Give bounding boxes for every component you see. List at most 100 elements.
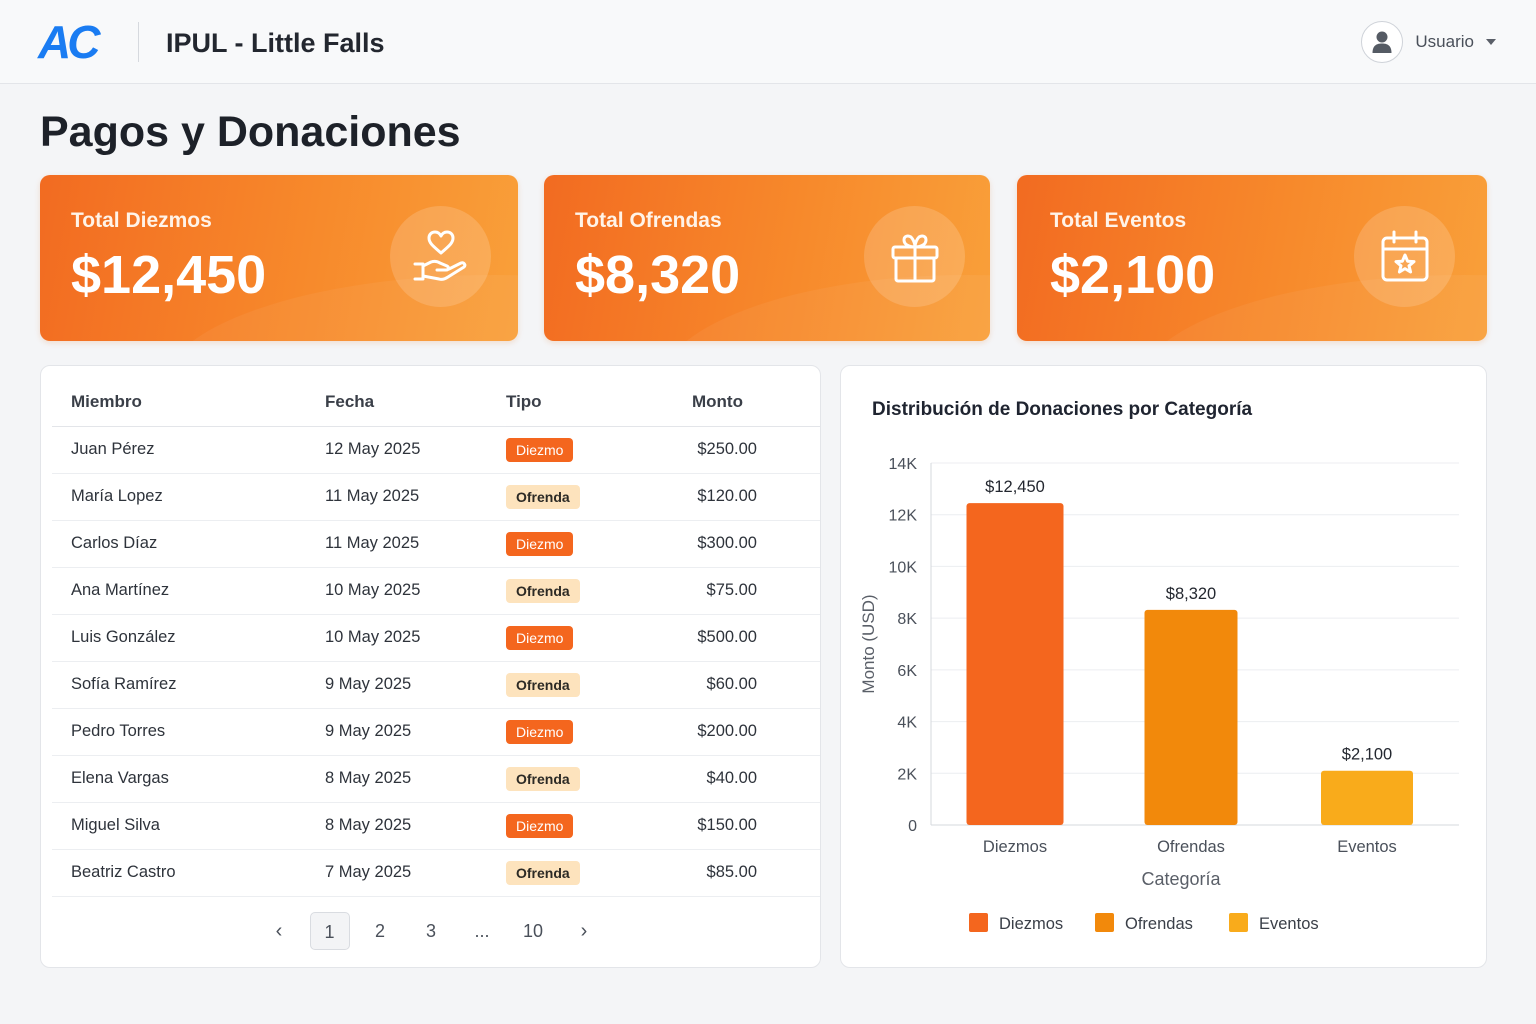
x-tick-label: Diezmos [983,838,1047,856]
type-cell: Ofrenda [506,849,667,897]
column-header-member[interactable]: Miembro [52,378,325,427]
stat-label: Total Ofrendas [575,209,722,232]
app-logo[interactable]: AC [38,16,100,68]
gift-icon [864,206,965,307]
donation-amount: $85.00 [667,849,820,897]
user-menu[interactable]: Usuario [1361,20,1496,64]
y-tick-label: 0 [908,818,917,835]
column-header-type[interactable]: Tipo [506,378,667,427]
table-row[interactable]: Beatriz Castro 7 May 2025 Ofrenda $85.00 [52,849,820,897]
type-badge: Ofrenda [506,766,580,791]
bar-ofrendas [1144,609,1238,825]
table-row[interactable]: María Lopez 11 May 2025 Ofrenda $120.00 [52,473,820,521]
member-name: Sofía Ramírez [52,661,325,709]
user-avatar-icon[interactable] [1361,21,1404,63]
table-row[interactable]: Sofía Ramírez 9 May 2025 Ofrenda $60.00 [52,661,820,709]
y-tick-label: 2K [897,766,917,783]
donations-table-panel: Miembro Fecha Tipo Monto Juan Pérez 12 Ma… [40,365,821,968]
table-row[interactable]: Juan Pérez 12 May 2025 Diezmo $250.00 [52,426,820,474]
donation-amount: $300.00 [667,520,820,568]
type-badge: Diezmo [506,437,574,462]
user-name-label[interactable]: Usuario [1415,32,1474,51]
legend-label-eventos: Eventos [1259,915,1319,933]
pagination: ‹ 1 2 3 ... 10 › [41,911,822,951]
table-row[interactable]: Luis González 10 May 2025 Diezmo $500.00 [52,614,820,662]
donation-date: 9 May 2025 [325,708,506,756]
type-badge: Ofrenda [506,672,580,697]
type-cell: Diezmo [506,426,667,474]
type-badge: Ofrenda [506,860,580,885]
donation-date: 8 May 2025 [325,755,506,803]
donation-date: 10 May 2025 [325,567,506,615]
type-cell: Ofrenda [506,473,667,521]
legend-label-ofrendas: Ofrendas [1125,915,1193,933]
donation-amount: $60.00 [667,661,820,709]
type-cell: Ofrenda [506,661,667,709]
pagination-page-button[interactable]: 3 [425,921,436,941]
pagination-page-button[interactable]: 10 [522,921,544,941]
y-tick-label: 6K [897,663,917,680]
table-row[interactable]: Carlos Díaz 11 May 2025 Diezmo $300.00 [52,520,820,568]
donation-amount: $150.00 [667,802,820,850]
member-name: Ana Martínez [52,567,325,615]
type-badge: Diezmo [506,625,574,650]
x-tick-label: Eventos [1337,838,1397,856]
type-cell: Diezmo [506,802,667,850]
donation-date: 7 May 2025 [325,849,506,897]
pagination-prev-button[interactable]: ‹ [275,920,283,942]
stat-card-eventos: Total Eventos $2,100 [1017,175,1487,341]
legend-label-diezmos: Diezmos [999,915,1063,933]
y-tick-label: 4K [897,715,917,732]
donation-date: 11 May 2025 [325,473,506,521]
calendar-star-icon [1354,206,1455,307]
table-header-row: Miembro Fecha Tipo Monto [52,378,820,427]
y-axis-label: Monto (USD) [859,594,878,693]
type-badge: Diezmo [506,531,574,556]
x-axis-label: Categoría [1141,869,1221,889]
donation-amount: $75.00 [667,567,820,615]
column-header-date[interactable]: Fecha [325,378,506,427]
donations-chart-panel: Distribución de Donaciones por Categoría… [840,365,1487,968]
table-row[interactable]: Miguel Silva 8 May 2025 Diezmo $150.00 [52,802,820,850]
pagination-ellipsis: ... [474,921,490,941]
member-name: Pedro Torres [52,708,325,756]
app-title: IPUL - Little Falls [166,28,385,58]
legend-swatch [1095,913,1114,932]
donation-date: 10 May 2025 [325,614,506,662]
donation-amount: $200.00 [667,708,820,756]
table-row[interactable]: Elena Vargas 8 May 2025 Ofrenda $40.00 [52,755,820,803]
member-name: Elena Vargas [52,755,325,803]
column-header-amount[interactable]: Monto [667,378,820,427]
hand-heart-icon [390,206,491,307]
stat-card-ofrendas: Total Ofrendas $8,320 [544,175,990,341]
member-name: Miguel Silva [52,802,325,850]
x-tick-label: Ofrendas [1157,838,1225,856]
pagination-next-button[interactable]: › [580,920,588,942]
page-title: Pagos y Donaciones [40,108,461,156]
type-badge: Diezmo [506,719,574,744]
top-bar: AC IPUL - Little Falls Usuario [0,0,1536,84]
y-tick-label: 14K [889,456,918,473]
stat-label: Total Diezmos [71,209,212,232]
member-name: María Lopez [52,473,325,521]
type-cell: Diezmo [506,708,667,756]
data-label: $12,450 [985,478,1045,496]
pagination-page-button[interactable]: 1 [309,912,350,950]
member-name: Carlos Díaz [52,520,325,568]
type-badge: Ofrenda [506,578,580,603]
data-label: $2,100 [1342,746,1392,764]
stat-value: $2,100 [1050,245,1216,305]
legend-swatch [969,913,988,932]
table-row[interactable]: Pedro Torres 9 May 2025 Diezmo $200.00 [52,708,820,756]
chevron-down-icon[interactable] [1486,39,1496,45]
stat-value: $12,450 [71,245,267,305]
donation-date: 12 May 2025 [325,426,506,474]
table-row[interactable]: Ana Martínez 10 May 2025 Ofrenda $75.00 [52,567,820,615]
stat-card-diezmos: Total Diezmos $12,450 [40,175,518,341]
pagination-page-button[interactable]: 2 [374,921,385,941]
member-name: Luis González [52,614,325,662]
member-name: Beatriz Castro [52,849,325,897]
y-tick-label: 12K [889,508,918,525]
donation-date: 11 May 2025 [325,520,506,568]
type-cell: Ofrenda [506,755,667,803]
